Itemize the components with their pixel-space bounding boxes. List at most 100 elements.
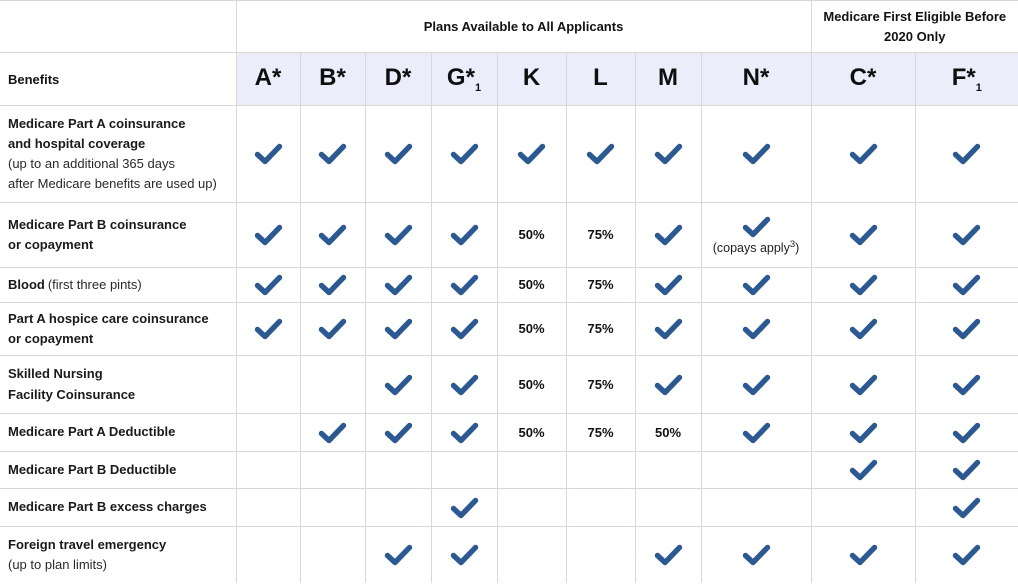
check-icon — [849, 544, 877, 565]
plan-subscript-F: 1 — [975, 81, 982, 94]
check-icon — [450, 422, 478, 443]
plan-letter-F: F* — [951, 64, 976, 92]
cell-part-b-excess-charges-K — [496, 488, 567, 527]
cell-skilled-nursing-A — [235, 355, 301, 414]
benefit-note: (up to plan limits) — [8, 556, 107, 572]
percent-value: 75% — [587, 424, 614, 440]
check-icon — [849, 274, 877, 296]
cell-blood-G — [430, 267, 498, 303]
check-icon — [384, 274, 412, 296]
percent-value: 50% — [518, 277, 545, 292]
benefit-row-part-b-deductible: Medicare Part B Deductible — [0, 451, 1018, 489]
benefit-name: Part A hospice care coinsurance or copay… — [8, 310, 209, 346]
percent-value: 50% — [654, 424, 682, 440]
check-icon — [517, 143, 546, 165]
check-icon — [450, 544, 478, 565]
cell-skilled-nursing-N — [700, 355, 812, 414]
check-icon — [742, 216, 770, 237]
column-header-row: Benefits A* B* D* G*1 K L M N* C* F*1 — [0, 52, 1018, 106]
cell-part-a-coinsurance-B — [299, 105, 366, 203]
cell-foreign-travel-emergency-D — [364, 526, 432, 583]
check-icon — [254, 224, 282, 246]
benefit-name: Blood — [8, 276, 45, 292]
cell-skilled-nursing-B — [299, 355, 366, 414]
cell-blood-N — [700, 267, 812, 303]
percent-value: 75% — [587, 277, 614, 292]
check-icon — [849, 374, 877, 395]
cell-part-a-hospice-F — [914, 302, 1018, 356]
plan-letter-D: D* — [384, 64, 412, 92]
cell-part-b-deductible-A — [235, 451, 301, 489]
benefit-name: Foreign travel emergency — [8, 536, 167, 552]
check-icon — [849, 459, 877, 481]
plan-letter-M: M — [658, 64, 678, 92]
cell-part-b-coinsurance-C — [810, 202, 916, 268]
benefit-name: Medicare Part B excess charges — [8, 499, 207, 515]
benefit-note: (up to an additional 365 days after Medi… — [8, 156, 217, 192]
plan-letter-N: N* — [742, 64, 770, 92]
cell-part-a-coinsurance-D — [364, 105, 432, 203]
corner-cell — [0, 0, 237, 53]
plan-letter-C: C* — [849, 64, 877, 92]
cell-part-b-coinsurance-D — [364, 202, 432, 268]
cell-part-a-deductible-L: 75% — [565, 413, 636, 452]
check-icon — [384, 544, 412, 565]
benefits-header: Benefits — [0, 52, 237, 106]
cell-part-b-excess-charges-B — [299, 488, 366, 527]
check-icon — [953, 422, 981, 443]
plan-header-M: M — [634, 52, 702, 106]
percent-value: 50% — [518, 321, 545, 336]
cell-part-a-deductible-A — [235, 413, 301, 452]
cell-part-a-deductible-M: 50% — [634, 413, 702, 452]
cell-part-b-excess-charges-L — [565, 488, 636, 527]
check-icon — [742, 274, 770, 296]
cell-foreign-travel-emergency-L — [565, 526, 636, 583]
check-icon — [654, 374, 682, 395]
check-icon — [654, 143, 682, 165]
copays-note-prefix: (copays apply — [712, 240, 790, 255]
plan-letter-A: A* — [254, 64, 282, 92]
cell-part-b-deductible-G — [430, 451, 498, 489]
check-icon — [318, 143, 347, 165]
cell-part-b-deductible-B — [299, 451, 366, 489]
cell-part-b-excess-charges-F — [914, 488, 1018, 527]
check-icon — [742, 374, 770, 395]
benefit-row-part-a-deductible: Medicare Part A Deductible 50% 75% 50% — [0, 413, 1018, 452]
cell-foreign-travel-emergency-C — [810, 526, 916, 583]
check-icon — [953, 459, 981, 481]
cell-foreign-travel-emergency-N — [700, 526, 812, 583]
group-header-first-eligible: Medicare First Eligible Before 2020 Only — [810, 0, 1018, 53]
check-icon — [384, 143, 412, 165]
plan-header-F: F*1 — [914, 52, 1018, 106]
check-icon — [318, 224, 347, 246]
plan-header-A: A* — [235, 52, 301, 106]
plan-letter-K: K — [522, 64, 541, 92]
check-icon — [849, 143, 877, 165]
benefit-label-part-a-deductible: Medicare Part A Deductible — [0, 413, 237, 452]
check-icon — [654, 318, 682, 340]
benefit-name: Skilled Nursing Facility Coinsurance — [8, 366, 136, 402]
cell-part-a-deductible-G — [430, 413, 498, 452]
cell-part-a-hospice-D — [364, 302, 432, 356]
cell-part-b-excess-charges-N — [700, 488, 812, 527]
check-icon — [742, 143, 770, 165]
cell-part-b-deductible-F — [914, 451, 1018, 489]
check-icon — [450, 374, 478, 395]
check-icon — [654, 274, 682, 296]
benefit-label-part-a-hospice: Part A hospice care coinsurance or copay… — [0, 302, 237, 356]
benefit-label-blood: Blood (first three pints) — [0, 267, 237, 303]
cell-part-a-deductible-D — [364, 413, 432, 452]
cell-part-b-deductible-L — [565, 451, 636, 489]
plan-header-L: L — [565, 52, 636, 106]
plan-letter-L: L — [593, 64, 608, 92]
cell-part-a-deductible-N — [700, 413, 812, 452]
cell-part-a-coinsurance-F — [914, 105, 1018, 203]
cell-skilled-nursing-L: 75% — [565, 355, 636, 414]
cell-skilled-nursing-M — [634, 355, 702, 414]
check-icon — [450, 318, 478, 340]
check-icon — [742, 422, 770, 443]
cell-blood-D — [364, 267, 432, 303]
cell-part-a-hospice-M — [634, 302, 702, 356]
check-icon — [849, 224, 877, 246]
